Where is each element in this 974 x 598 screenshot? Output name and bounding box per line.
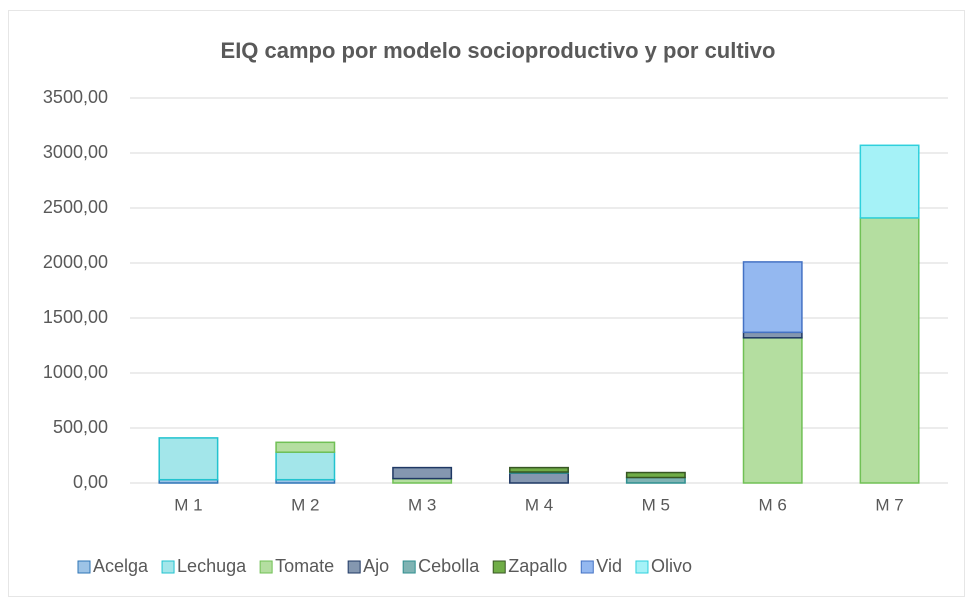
y-tick-label: 1000,00	[43, 362, 108, 382]
legend-swatch	[259, 560, 273, 574]
legend-label: Ajo	[363, 556, 389, 576]
bar-segment	[275, 451, 336, 481]
bar-segment	[742, 261, 803, 334]
y-tick-label: 3000,00	[43, 142, 108, 162]
legend-label: Vid	[596, 556, 622, 576]
chart-title: EIQ campo por modelo socioproductivo y p…	[221, 38, 776, 63]
x-tick-label: M 1	[174, 495, 202, 514]
legend-swatch	[347, 560, 361, 574]
legend-swatch	[635, 560, 649, 574]
bar-segment	[625, 471, 686, 479]
legend-label: Cebolla	[418, 556, 480, 576]
legend-label: Tomate	[275, 556, 334, 576]
bar-segment	[275, 441, 336, 453]
bar-segment	[158, 437, 219, 481]
y-tick-label: 3500,00	[43, 87, 108, 107]
bar-segment	[392, 466, 453, 480]
x-tick-label: M 3	[408, 495, 436, 514]
bar-segment	[625, 476, 686, 484]
x-tick-label: M 5	[642, 495, 670, 514]
x-tick-label: M 6	[759, 495, 787, 514]
legend-label: Olivo	[651, 556, 692, 576]
legend-swatch	[77, 560, 91, 574]
x-tick-label: M 7	[875, 495, 903, 514]
bar-segment	[742, 337, 803, 484]
legend-label: Lechuga	[177, 556, 247, 576]
x-tick-label: M 4	[525, 495, 553, 514]
chart-frame	[8, 10, 965, 597]
legend-label: Acelga	[93, 556, 149, 576]
legend-swatch	[580, 560, 594, 574]
bar-segment	[859, 217, 920, 484]
bar-segment	[509, 466, 569, 473]
y-tick-label: 2500,00	[43, 197, 108, 217]
legend-swatch	[492, 560, 506, 574]
bar-segment	[859, 144, 920, 219]
bar-segment	[509, 472, 569, 484]
legend-swatch	[402, 560, 416, 574]
x-tick-label: M 2	[291, 495, 319, 514]
legend-swatch	[161, 560, 175, 574]
y-tick-label: 2000,00	[43, 252, 108, 272]
y-tick-label: 500,00	[53, 417, 108, 437]
y-tick-label: 0,00	[73, 472, 108, 492]
y-tick-label: 1500,00	[43, 307, 108, 327]
bar-segment	[742, 331, 803, 339]
legend-label: Zapallo	[508, 556, 567, 576]
